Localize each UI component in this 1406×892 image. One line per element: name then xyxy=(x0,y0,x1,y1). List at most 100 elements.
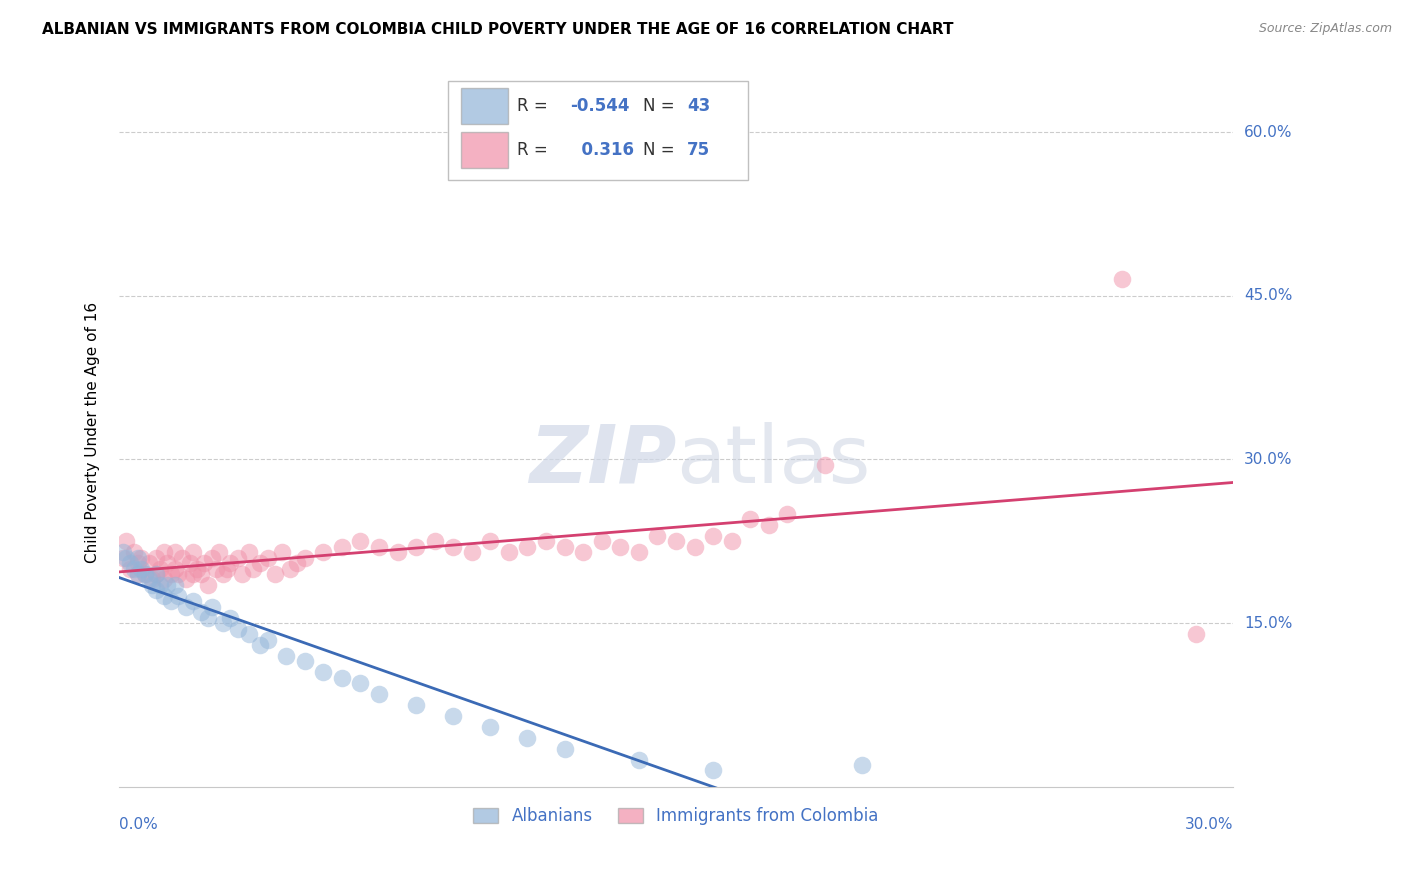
Point xyxy=(516,540,538,554)
Point xyxy=(197,610,219,624)
Point xyxy=(702,764,724,778)
Point xyxy=(534,534,557,549)
Text: N =: N = xyxy=(643,141,679,159)
Point xyxy=(163,545,186,559)
Point xyxy=(627,545,650,559)
Point xyxy=(368,540,391,554)
Point xyxy=(145,567,167,582)
Point xyxy=(591,534,613,549)
Point xyxy=(141,573,163,587)
Point xyxy=(141,578,163,592)
Text: 75: 75 xyxy=(688,141,710,159)
Point xyxy=(330,540,353,554)
Point xyxy=(172,550,194,565)
Point xyxy=(138,556,160,570)
Point xyxy=(330,671,353,685)
Text: N =: N = xyxy=(643,97,679,115)
Point xyxy=(174,573,197,587)
Text: 0.0%: 0.0% xyxy=(120,817,157,832)
Point xyxy=(702,529,724,543)
Point xyxy=(163,578,186,592)
Point xyxy=(145,583,167,598)
Point xyxy=(249,638,271,652)
Text: atlas: atlas xyxy=(676,422,870,500)
Point xyxy=(349,676,371,690)
Point xyxy=(1111,272,1133,286)
Point xyxy=(683,540,706,554)
Text: 0.316: 0.316 xyxy=(571,141,634,159)
Point xyxy=(122,545,145,559)
Point xyxy=(387,545,409,559)
Point xyxy=(249,556,271,570)
Point xyxy=(238,627,260,641)
Point xyxy=(572,545,595,559)
Text: 15.0%: 15.0% xyxy=(1244,615,1292,631)
Text: R =: R = xyxy=(517,141,553,159)
Point xyxy=(115,550,138,565)
Point xyxy=(242,561,264,575)
Point xyxy=(181,567,204,582)
Point xyxy=(278,561,301,575)
Point xyxy=(134,567,156,582)
Text: 30.0%: 30.0% xyxy=(1244,452,1292,467)
Point xyxy=(758,517,780,532)
Point xyxy=(163,561,186,575)
Point xyxy=(264,567,287,582)
Text: R =: R = xyxy=(517,97,553,115)
Point xyxy=(226,550,249,565)
Text: 45.0%: 45.0% xyxy=(1244,288,1292,303)
Text: Source: ZipAtlas.com: Source: ZipAtlas.com xyxy=(1258,22,1392,36)
Point xyxy=(1185,627,1208,641)
Point xyxy=(405,540,427,554)
Point xyxy=(190,567,212,582)
Point xyxy=(134,567,156,582)
Point xyxy=(167,589,190,603)
Point xyxy=(145,550,167,565)
Legend: Albanians, Immigrants from Colombia: Albanians, Immigrants from Colombia xyxy=(467,800,886,831)
Point xyxy=(479,534,502,549)
Point xyxy=(160,594,183,608)
Point xyxy=(720,534,742,549)
Point xyxy=(120,556,142,570)
Point xyxy=(167,567,190,582)
Point xyxy=(349,534,371,549)
Text: 30.0%: 30.0% xyxy=(1184,817,1233,832)
Point xyxy=(294,654,316,668)
Point xyxy=(120,561,142,575)
Point xyxy=(201,550,224,565)
Point xyxy=(111,550,134,565)
Point xyxy=(516,731,538,745)
Point xyxy=(145,567,167,582)
Point xyxy=(312,545,335,559)
Point xyxy=(441,709,464,723)
Point xyxy=(115,534,138,549)
Point xyxy=(219,556,242,570)
Point xyxy=(212,567,235,582)
Point xyxy=(405,698,427,712)
Text: -0.544: -0.544 xyxy=(571,97,630,115)
Point xyxy=(219,610,242,624)
Point xyxy=(627,753,650,767)
Point xyxy=(776,507,799,521)
Point xyxy=(152,545,174,559)
Point xyxy=(160,567,183,582)
Point xyxy=(647,529,669,543)
Point xyxy=(181,545,204,559)
Point xyxy=(238,545,260,559)
Point xyxy=(174,599,197,614)
Point xyxy=(312,665,335,680)
Point xyxy=(193,556,215,570)
Point xyxy=(127,550,149,565)
Point xyxy=(423,534,446,549)
Point xyxy=(201,599,224,614)
Point xyxy=(441,540,464,554)
Text: 60.0%: 60.0% xyxy=(1244,125,1292,139)
Point xyxy=(186,561,208,575)
Point xyxy=(479,720,502,734)
Point xyxy=(294,550,316,565)
Point xyxy=(122,561,145,575)
Point xyxy=(127,556,149,570)
Point xyxy=(127,567,149,582)
Point xyxy=(204,561,226,575)
Point xyxy=(208,545,231,559)
